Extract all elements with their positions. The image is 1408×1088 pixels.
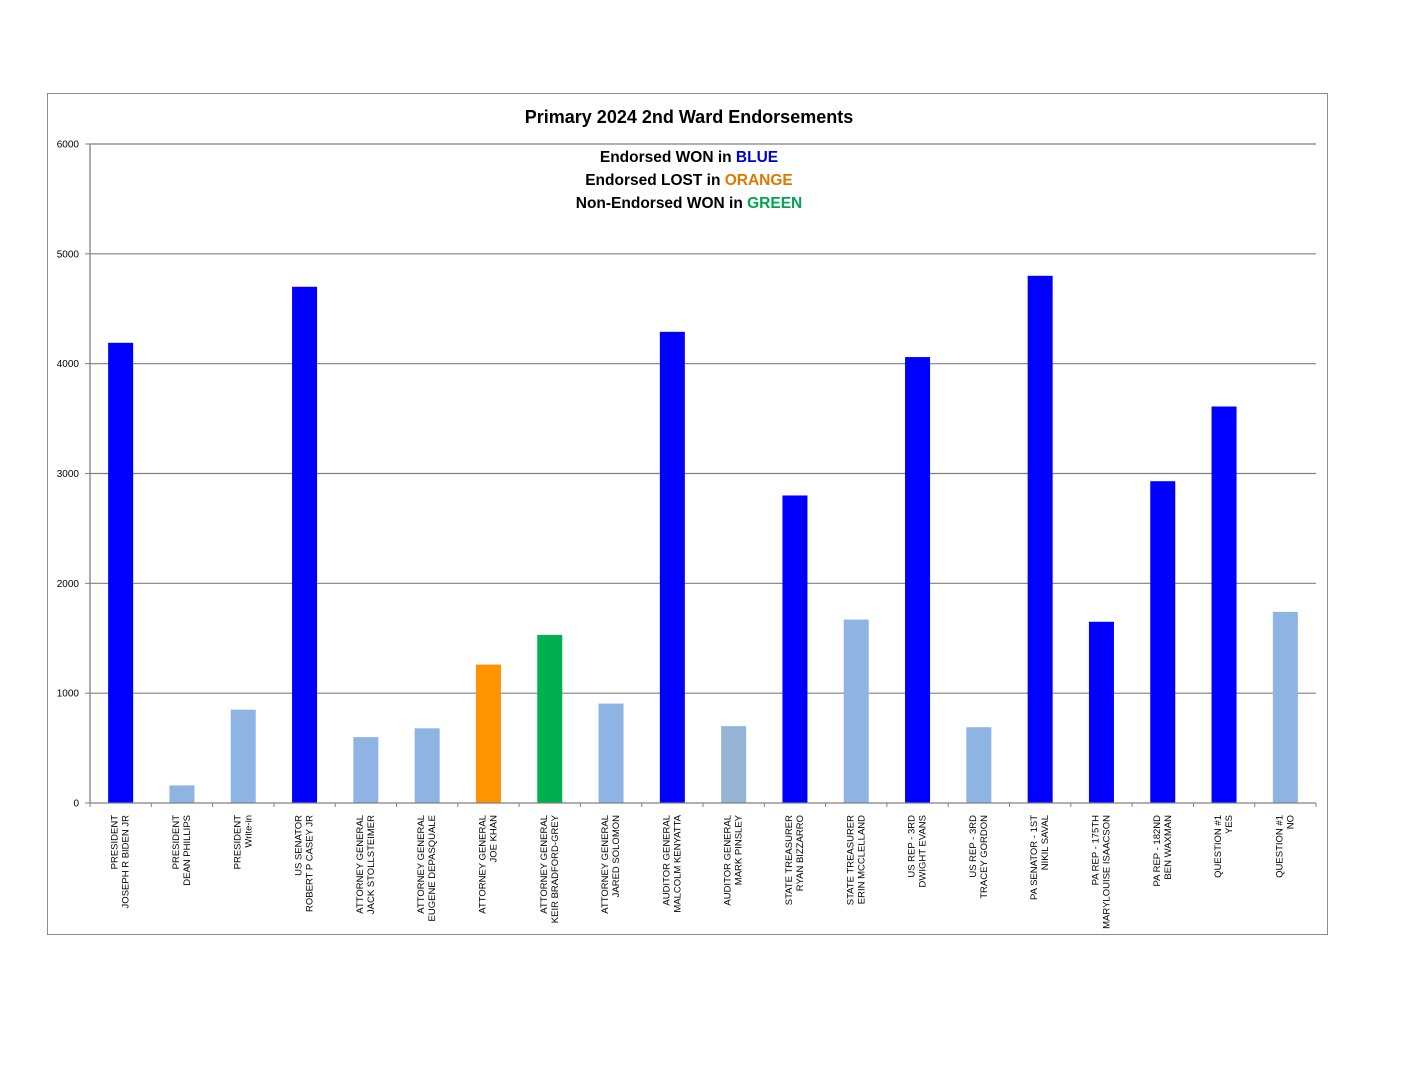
- bar-17: [1088, 621, 1114, 803]
- x-label-12: STATE TREASURERRYAN BIZZARRO: [784, 815, 806, 905]
- x-label-7: ATTORNEY GENERALJOE KHAN: [477, 815, 499, 914]
- x-label-17: PA REP - 175THMARYLOUISE ISAACSON: [1090, 815, 1112, 929]
- legend: Endorsed WON in BLUE Endorsed LOST in ORA…: [576, 149, 802, 212]
- bars: [108, 275, 1298, 803]
- bar-10: [659, 331, 685, 803]
- x-label-10: AUDITOR GENERALMALCOLM KENYATTA: [661, 814, 683, 912]
- ytick-label-2000: 2000: [57, 579, 80, 590]
- x-label-8: ATTORNEY GENERALKEIR BRADFORD-GREY: [539, 814, 561, 923]
- x-label-14: US REP - 3RDDWIGHT EVANS: [907, 815, 929, 888]
- bar-8: [537, 634, 563, 803]
- x-label-9: ATTORNEY GENERALJARED SOLOMON: [600, 815, 622, 914]
- bar-20: [1272, 611, 1298, 803]
- ytick-label-1000: 1000: [57, 689, 80, 700]
- x-label-15: US REP - 3RDTRACEY GORDON: [968, 815, 990, 899]
- bar-16: [1027, 275, 1053, 803]
- gridlines: [90, 143, 1316, 694]
- chart-svg: Primary 2024 2nd Ward Endorsements Endor…: [57, 107, 1317, 929]
- bar-3: [230, 709, 256, 803]
- bar-6: [414, 728, 440, 803]
- bar-14: [905, 357, 931, 803]
- bar-2: [169, 785, 195, 803]
- x-label-4: US SENATORROBERT P CASEY JR: [294, 815, 316, 912]
- ytick-label-0: 0: [73, 799, 79, 810]
- bar-4: [292, 286, 318, 803]
- x-label-16: PA SENATOR - 1STNIKIL SAVAL: [1029, 815, 1051, 900]
- bar-15: [966, 727, 992, 803]
- ytick-label-4000: 4000: [57, 359, 80, 370]
- x-label-3: PRESIDENTWrite-in: [232, 815, 254, 870]
- bar-18: [1150, 481, 1176, 803]
- legend-line-2: Endorsed LOST in ORANGE: [585, 172, 793, 189]
- x-label-5: ATTORNEY GENERALJACK STOLLSTEIMER: [355, 815, 377, 914]
- legend-line-1: Endorsed WON in BLUE: [600, 149, 778, 166]
- legend-line-3: Non-Endorsed WON in GREEN: [576, 195, 802, 212]
- bar-13: [843, 619, 869, 803]
- bar-9: [598, 703, 624, 803]
- x-label-20: QUESTION #1NO: [1274, 815, 1296, 878]
- chart-title: Primary 2024 2nd Ward Endorsements: [525, 107, 853, 127]
- x-label-18: PA REP - 182NDBEN WAXMAN: [1152, 815, 1174, 887]
- x-label-13: STATE TREASURERERIN MCCLELLAND: [845, 815, 867, 905]
- bar-19: [1211, 406, 1237, 803]
- ytick-label-6000: 6000: [57, 140, 80, 151]
- bar-5: [353, 737, 379, 803]
- chart-frame: Primary 2024 2nd Ward Endorsements Endor…: [47, 93, 1328, 935]
- x-axis-labels: PRESIDENTJOSEPH R BIDEN JR PRESIDENTDEAN …: [89, 803, 1317, 929]
- x-label-6: ATTORNEY GENERALEUGENE DEPASQUALE: [416, 815, 438, 921]
- ytick-label-3000: 3000: [57, 469, 80, 480]
- x-label-11: AUDITOR GENERALMARK PINSLEY: [723, 814, 745, 905]
- x-label-1: PRESIDENTJOSEPH R BIDEN JR: [110, 815, 132, 909]
- y-axis-ticks: 0 1000 2000 3000 4000 5000 6000: [57, 140, 90, 810]
- ytick-label-5000: 5000: [57, 249, 80, 260]
- x-label-2: PRESIDENTDEAN PHILLIPS: [171, 815, 193, 886]
- x-label-19: QUESTION #1YES: [1213, 815, 1235, 878]
- bar-1: [108, 342, 134, 803]
- bar-7: [475, 664, 501, 803]
- bar-12: [782, 495, 808, 803]
- bar-11: [721, 726, 747, 803]
